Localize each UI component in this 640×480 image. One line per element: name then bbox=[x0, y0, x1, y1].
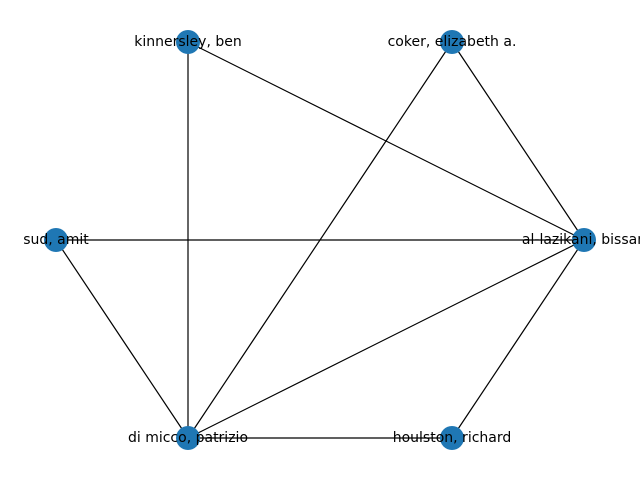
labels-layer: kinnersley, ben coker, elizabeth a. sud, a… bbox=[23, 34, 640, 446]
node-di_micco bbox=[176, 426, 200, 450]
node-label-al_lazikani: al-lazikani, bissan bbox=[522, 232, 640, 248]
node-kinnersley bbox=[176, 30, 200, 54]
node-label-di_micco: di micco, patrizio bbox=[128, 430, 248, 446]
node-label-sud: sud, amit bbox=[23, 232, 89, 248]
edge-al_lazikani-houlston bbox=[451, 239, 585, 439]
node-label-kinnersley: kinnersley, ben bbox=[134, 34, 241, 50]
nodes-layer bbox=[44, 30, 596, 450]
edge-sud-di_micco bbox=[55, 239, 189, 439]
node-coker bbox=[440, 30, 464, 54]
edges-layer bbox=[55, 41, 585, 439]
edge-al_lazikani-di_micco bbox=[187, 239, 585, 439]
node-al_lazikani bbox=[572, 228, 596, 252]
node-label-houlston: houlston, richard bbox=[393, 430, 512, 446]
edge-coker-al_lazikani bbox=[451, 41, 585, 241]
node-sud bbox=[44, 228, 68, 252]
node-houlston bbox=[440, 426, 464, 450]
node-label-coker: coker, elizabeth a. bbox=[388, 34, 517, 50]
